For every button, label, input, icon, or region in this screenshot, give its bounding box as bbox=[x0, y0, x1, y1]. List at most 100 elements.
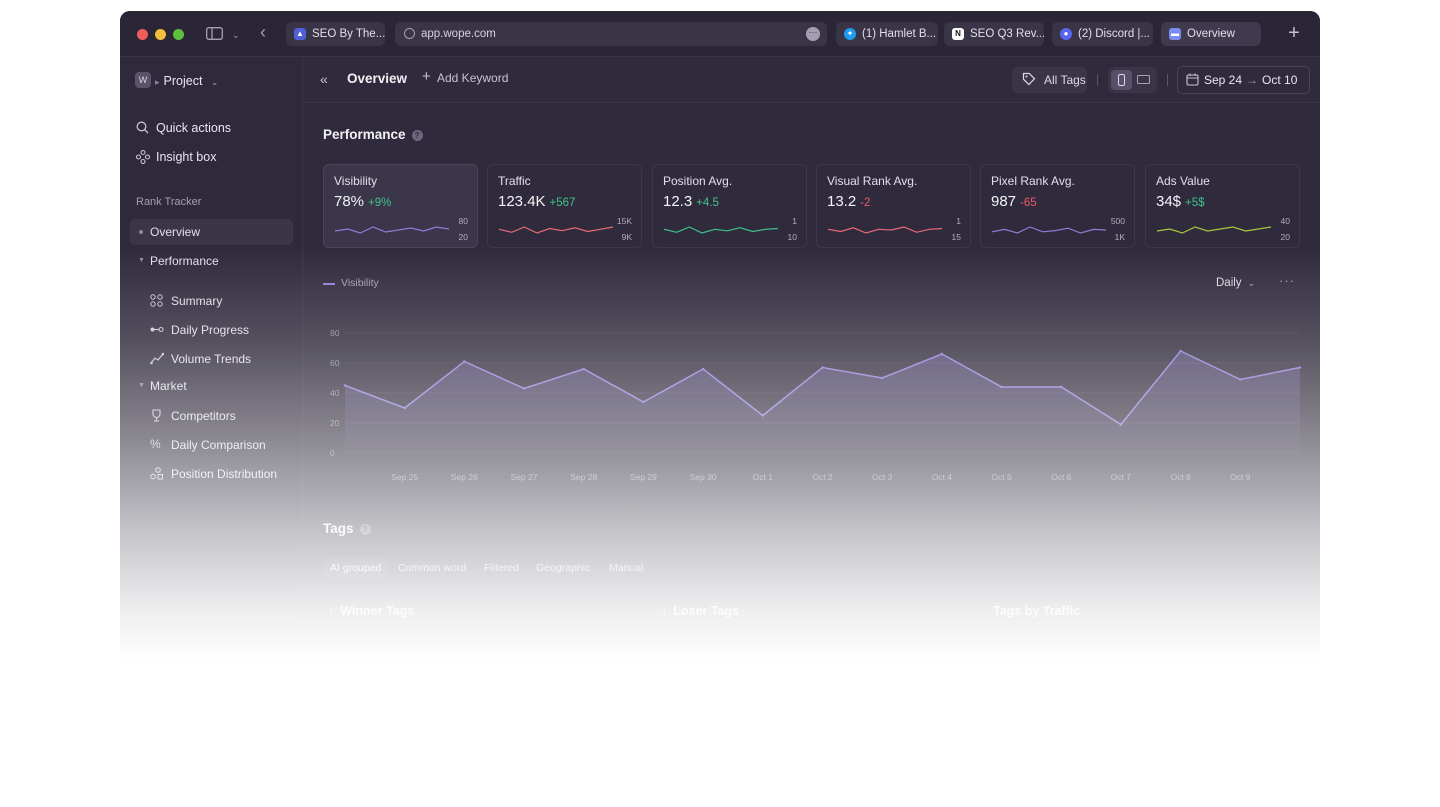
desktop-device-button[interactable] bbox=[1133, 70, 1154, 90]
quick-actions-link[interactable]: Quick actions bbox=[136, 119, 231, 137]
collapse-sidebar-icon[interactable]: « bbox=[320, 71, 328, 87]
add-keyword-button[interactable]: + Add Keyword bbox=[422, 68, 509, 85]
x-tick-label: Sep 28 bbox=[570, 472, 597, 482]
browser-tab[interactable]: ● (2) Discord |... bbox=[1052, 22, 1153, 46]
metric-card[interactable]: Visual Rank Avg. 13.2 -2 1 15 bbox=[816, 164, 971, 248]
x-tick-label: Sep 25 bbox=[391, 472, 418, 482]
discord-logo-icon: ● bbox=[1060, 28, 1072, 40]
metric-card[interactable]: Traffic 123.4K +567 15K 9K bbox=[487, 164, 642, 248]
performance-heading: Performance? bbox=[323, 127, 423, 142]
interval-dropdown[interactable]: Daily ⌄ bbox=[1216, 277, 1256, 289]
trend-line-icon bbox=[150, 352, 165, 368]
y-tick-label: 0 bbox=[330, 448, 335, 458]
sidebar-item-volume-trends[interactable]: Volume Trends bbox=[150, 348, 251, 370]
caret-down-icon: ▼ bbox=[138, 257, 145, 264]
help-icon[interactable]: ? bbox=[411, 130, 423, 141]
legend-swatch bbox=[323, 283, 335, 285]
data-point bbox=[522, 387, 526, 390]
metric-value: 13.2 -2 bbox=[827, 193, 871, 210]
sparkline bbox=[498, 226, 614, 234]
browser-tab[interactable]: ✦ (1) Hamlet B... bbox=[836, 22, 938, 46]
help-icon[interactable]: ? bbox=[359, 524, 371, 535]
x-tick-label: Oct 8 bbox=[1170, 472, 1191, 482]
project-switcher[interactable]: W ▸ Project ⌄ bbox=[135, 72, 218, 90]
date-range-picker[interactable]: Sep 24 → Oct 10 bbox=[1177, 66, 1310, 94]
data-point bbox=[1179, 349, 1182, 353]
tag-chip[interactable]: Filtered bbox=[484, 562, 520, 574]
chevron-down-icon[interactable]: ⌄ bbox=[232, 30, 240, 40]
chart-more-icon[interactable]: ··· bbox=[1279, 273, 1295, 288]
data-point bbox=[821, 366, 824, 369]
mobile-device-button[interactable] bbox=[1111, 70, 1132, 90]
insight-nodes-icon bbox=[135, 149, 151, 167]
insight-box-link[interactable]: Insight box bbox=[135, 148, 216, 167]
x-tick-label: Oct 1 bbox=[753, 472, 774, 482]
sidebar-item-overview[interactable]: Overview bbox=[130, 219, 293, 245]
sidebar: W ▸ Project ⌄ Quick actions Insight box Ra… bbox=[120, 57, 303, 671]
metric-card[interactable]: Visibility 78% +9% 80 20 bbox=[323, 164, 478, 248]
more-options-icon[interactable]: ··· bbox=[806, 27, 820, 41]
metric-value: 123.4K +567 bbox=[498, 193, 576, 210]
search-icon bbox=[136, 121, 149, 137]
metric-value: 12.3 +4.5 bbox=[663, 193, 719, 210]
minimize-window-button[interactable] bbox=[155, 29, 166, 40]
tag-chip[interactable]: Common word bbox=[398, 562, 467, 574]
maximize-window-button[interactable] bbox=[173, 29, 184, 40]
metric-value: 78% +9% bbox=[334, 193, 392, 210]
sparkline-path bbox=[663, 226, 779, 234]
back-arrow-icon[interactable]: ‹ bbox=[260, 22, 266, 42]
browser-tab[interactable]: N SEO Q3 Rev... bbox=[944, 22, 1044, 46]
progress-nodes-icon bbox=[150, 323, 164, 339]
sidebar-toggle-icon[interactable] bbox=[206, 27, 223, 43]
trophy-icon bbox=[150, 409, 163, 425]
shapes-icon bbox=[150, 467, 164, 483]
visibility-chart[interactable]: 0 20 40 60 80 Sep 25 Sep 26 Sep 27 Sep 28 Sep 29 S… bbox=[320, 307, 1310, 497]
metric-card[interactable]: Position Avg. 12.3 +4.5 1 10 bbox=[652, 164, 807, 248]
data-point bbox=[1239, 378, 1242, 381]
metric-card[interactable]: Pixel Rank Avg. 987 -65 500 1K bbox=[980, 164, 1135, 248]
spark-bottom-label: 20 bbox=[458, 232, 468, 242]
spark-bottom-label: 15 bbox=[951, 232, 961, 242]
project-label: Project bbox=[163, 74, 203, 88]
legend-label: Visibility bbox=[341, 277, 379, 289]
sidebar-item-market[interactable]: ▼ Market bbox=[130, 373, 293, 399]
site-info-icon[interactable] bbox=[404, 28, 415, 39]
tag-chip[interactable]: Geographic bbox=[536, 562, 591, 574]
page-header: « Overview + Add Keyword All Tags Sep 24… bbox=[304, 57, 1320, 103]
tag-chip[interactable]: Manual bbox=[609, 562, 644, 574]
notion-logo-icon: N bbox=[952, 28, 964, 40]
sidebar-item-daily-comparison[interactable]: % Daily Comparison bbox=[150, 437, 266, 452]
metric-delta: +4.5 bbox=[696, 197, 719, 209]
caret-down-icon: ▼ bbox=[138, 382, 145, 389]
browser-tab[interactable]: ▲ SEO By The... bbox=[286, 22, 385, 46]
sidebar-item-daily-progress[interactable]: Daily Progress bbox=[150, 319, 249, 341]
metric-value: 34$ +5$ bbox=[1156, 193, 1205, 210]
sparkline-path bbox=[334, 226, 450, 234]
tags-heading: Tags? bbox=[323, 521, 371, 536]
spark-bottom-label: 10 bbox=[787, 232, 797, 242]
close-window-button[interactable] bbox=[137, 29, 148, 40]
address-bar[interactable]: app.wope.com ··· bbox=[395, 22, 827, 46]
metric-label: Pixel Rank Avg. bbox=[991, 174, 1075, 188]
sidebar-item-position-distribution[interactable]: Position Distribution bbox=[150, 463, 277, 485]
metric-delta: -65 bbox=[1020, 197, 1037, 209]
date-from: Sep 24 bbox=[1204, 73, 1243, 87]
grid-circles-icon bbox=[150, 294, 163, 310]
browser-tab-active[interactable]: ▬ Overview bbox=[1161, 22, 1261, 46]
new-tab-plus-icon[interactable]: + bbox=[1288, 22, 1300, 44]
all-tags-button[interactable]: All Tags bbox=[1012, 67, 1087, 93]
chevron-down-icon: ⌄ bbox=[1247, 278, 1256, 288]
tag-chip[interactable]: AI grouped bbox=[323, 558, 389, 578]
workspace-avatar: W bbox=[135, 72, 151, 88]
bullet-dot-icon bbox=[139, 230, 143, 234]
date-to: Oct 10 bbox=[1262, 73, 1298, 87]
sidebar-item-summary[interactable]: Summary bbox=[150, 290, 222, 312]
metric-label: Ads Value bbox=[1156, 174, 1210, 188]
divider bbox=[1097, 74, 1098, 86]
metric-delta: +5$ bbox=[1185, 197, 1205, 209]
sidebar-item-performance[interactable]: ▼ Performance bbox=[130, 248, 293, 274]
metric-card[interactable]: Ads Value 34$ +5$ 40 20 bbox=[1145, 164, 1300, 248]
plus-icon: + bbox=[422, 68, 431, 85]
data-point bbox=[880, 376, 884, 380]
sidebar-item-competitors[interactable]: Competitors bbox=[150, 405, 236, 427]
